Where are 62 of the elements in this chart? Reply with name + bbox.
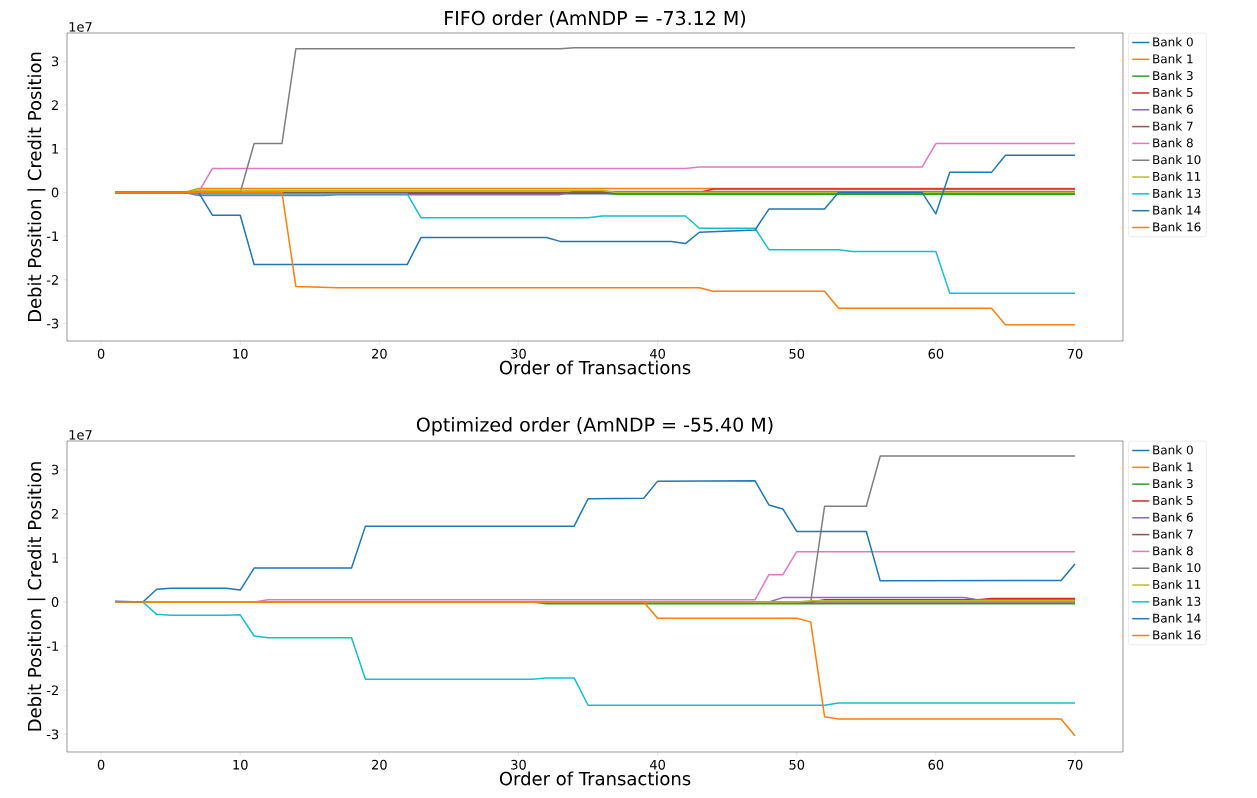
legend-label: Bank 7	[1153, 121, 1193, 131]
y-tick-label: 2	[51, 100, 58, 110]
text: 1e7	[69, 22, 92, 32]
y-tick-label: -3	[46, 318, 59, 329]
x-tick-label: 50	[789, 348, 805, 359]
legend-label: Bank 3	[1153, 478, 1193, 489]
y-axis-title: Debit Position | Credit Position	[27, 462, 46, 731]
legend-label: Bank 6	[1153, 512, 1193, 522]
legend-label: Bank 3	[1153, 70, 1193, 81]
x-tick-label: 0	[97, 348, 105, 359]
x-tick-label: 60	[928, 348, 944, 359]
legend-label: Bank 10	[1153, 562, 1201, 573]
text: 1e7	[69, 430, 92, 440]
legend-label: Bank 11	[1153, 171, 1201, 182]
legend-label: Bank 8	[1153, 546, 1193, 556]
x-tick-label: 60	[928, 759, 944, 770]
x-tick-label: 0	[97, 759, 105, 770]
y-tick-label: 1	[52, 553, 58, 563]
y-axis-title: Debit Position | Credit Position	[27, 52, 46, 322]
x-tick-label: 40	[649, 759, 666, 770]
x-tick-label: 30	[511, 759, 526, 770]
legend-label: Bank 14	[1153, 205, 1201, 215]
x-tick-label: 10	[233, 759, 248, 770]
legend-label: Bank 16	[1153, 630, 1201, 640]
legend-label: Bank 14	[1153, 613, 1201, 623]
x-tick-label: 40	[649, 348, 666, 359]
legend-label: Bank 13	[1153, 596, 1201, 606]
legend-label: Bank 7	[1153, 529, 1193, 539]
legend-label: Bank 16	[1153, 222, 1201, 232]
x-tick-label: 20	[372, 348, 387, 359]
legend-label: Bank 1	[1153, 54, 1193, 64]
legend-label: Bank 10	[1153, 154, 1201, 165]
y-tick-label: -2	[46, 685, 58, 696]
x-tick-label: 20	[372, 759, 387, 770]
x-tick-label: 30	[511, 348, 526, 359]
x-tick-label: 70	[1067, 759, 1083, 770]
legend-label: Bank 0	[1153, 445, 1193, 455]
y-tick-label: -3	[46, 729, 59, 740]
chart-title: FIFO order (AmNDP = -73.12 M)	[445, 10, 746, 28]
x-axis-title: Order of Transactions	[499, 360, 691, 375]
legend-label: Bank 6	[1153, 104, 1193, 114]
y-tick-label: -1	[46, 641, 59, 651]
x-tick-label: 10	[233, 348, 248, 359]
x-tick-label: 50	[789, 759, 805, 770]
y-tick-label: 0	[51, 187, 59, 198]
legend-label: Bank 5	[1153, 495, 1193, 505]
x-tick-label: 70	[1067, 348, 1083, 359]
x-axis-title: Order of Transactions	[499, 771, 691, 786]
y-tick-label: 2	[51, 508, 58, 519]
legend-label: Bank 0	[1153, 37, 1193, 47]
legend-label: Bank 11	[1153, 579, 1201, 590]
y-tick-label: 3	[51, 56, 59, 67]
legend-label: Bank 13	[1153, 188, 1201, 198]
legend-label: Bank 5	[1153, 87, 1193, 97]
y-tick-label: 1	[52, 144, 58, 154]
legend-label: Bank 1	[1153, 462, 1193, 472]
y-tick-label: -1	[46, 231, 59, 241]
y-tick-label: 0	[51, 597, 59, 607]
chart-title: Optimized order (AmNDP = -55.40 M)	[416, 417, 773, 436]
y-tick-label: 3	[51, 464, 59, 475]
y-tick-label: -2	[46, 275, 58, 285]
legend-label: Bank 8	[1153, 138, 1193, 148]
